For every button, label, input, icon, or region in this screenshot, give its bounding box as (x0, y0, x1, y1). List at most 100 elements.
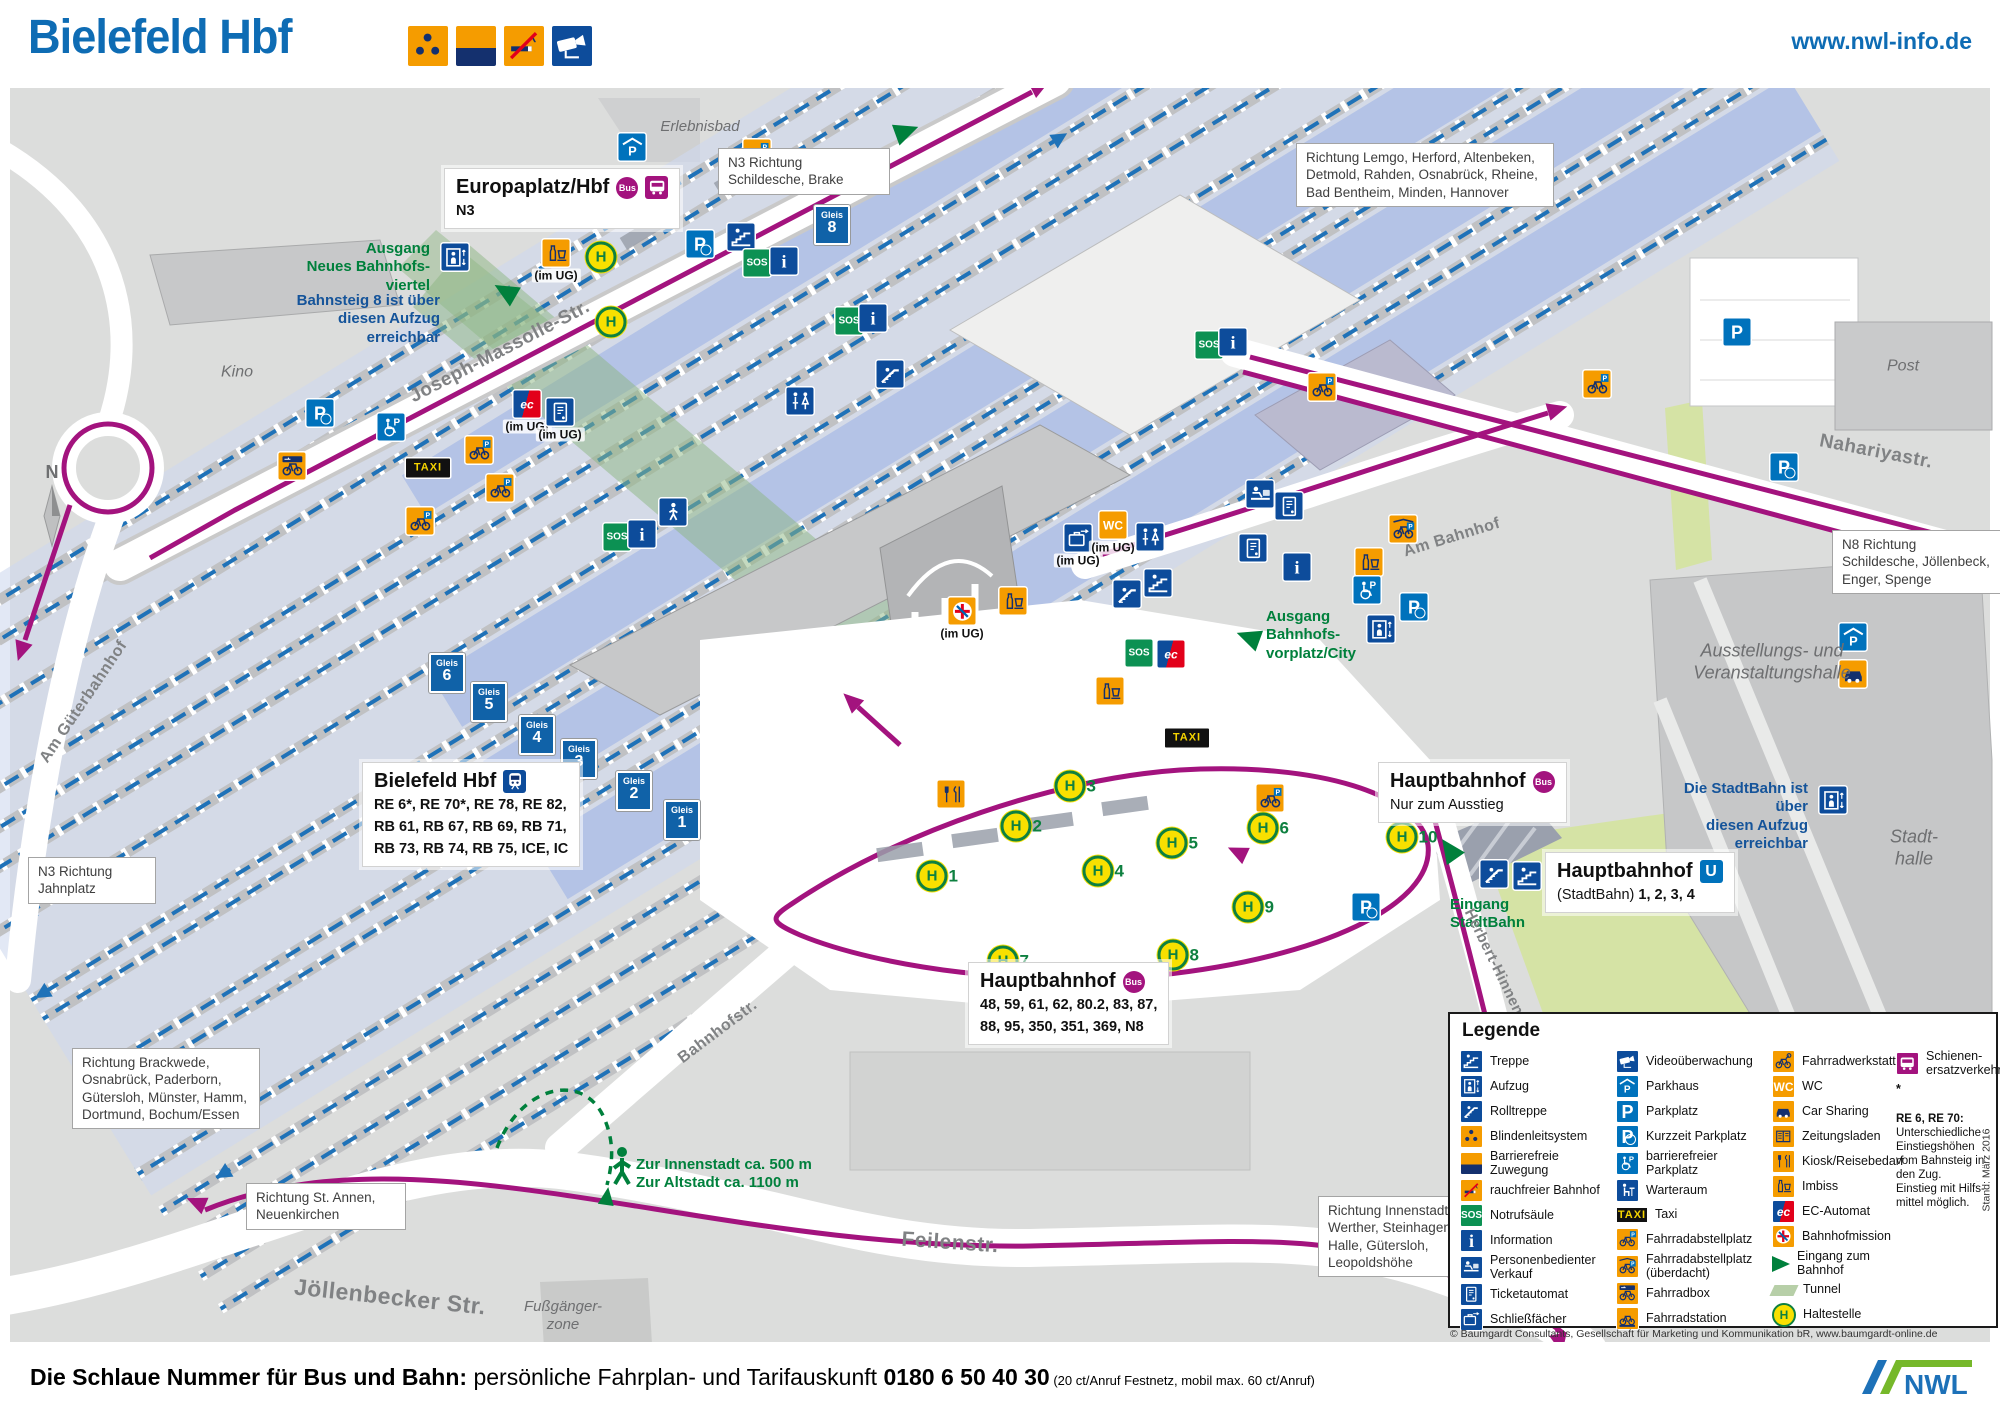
wc-o-icon: WC (1772, 1075, 1795, 1098)
svg-text:P: P (762, 144, 767, 151)
legend-row: ec EC-Automat (1772, 1200, 1896, 1223)
station-name: Hauptbahnhof (1390, 770, 1526, 792)
station-name: Hauptbahnhof (980, 970, 1116, 992)
legend-label: WC (1802, 1078, 1823, 1093)
elevator-note: Die StadtBahn ist über diesen Aufzug err… (1683, 780, 1808, 852)
bus-stop-badge: H (585, 241, 617, 273)
p-haus-icon: P (618, 133, 646, 161)
legend-row: rauchfreier Bahnhof (1460, 1179, 1612, 1202)
track-badge-word: Gleis (670, 805, 693, 815)
stadtbahn-u-badge: U (1699, 860, 1723, 883)
p-rolli-icon: P (1616, 1152, 1639, 1175)
place-label: Kino (220, 363, 254, 381)
place-label: Post (1886, 357, 1920, 375)
track-rail (0, 0, 2000, 1282)
legend-column-4: Schienen- ersatzverkehr * (1896, 1049, 2000, 1101)
street-label: Am Güterbahnhof (36, 637, 131, 766)
legend-row: H Haltestelle (1772, 1303, 1896, 1327)
legend-label: Aufzug (1490, 1078, 1529, 1093)
legend-row: Treppe (1460, 1050, 1612, 1073)
legend-row: P Parkhaus (1616, 1075, 1768, 1098)
roundabout-route (61, 421, 155, 515)
website-link[interactable]: www.nwl-info.de (1791, 28, 1972, 54)
legend-label: Haltestelle (1803, 1307, 1862, 1322)
legend-row: Aufzug (1460, 1075, 1612, 1098)
bus-badge: Bus (1532, 770, 1555, 793)
legend-column-1: Treppe Aufzug Rolltreppe Blindenleitsystem B… (1460, 1050, 1612, 1331)
track-badge-number: 1 (677, 814, 687, 831)
phone-number: 0180 6 50 40 30 (883, 1364, 1050, 1390)
bus-stop-number: 10 (1418, 827, 1438, 846)
legend-row: Schließfächer (1460, 1308, 1612, 1331)
bus-stop-number: 3 (1086, 776, 1096, 795)
svg-text:P: P (1275, 789, 1280, 796)
im-ug-label: (im UG) (1053, 553, 1103, 568)
track-arrow-ne (1049, 133, 1068, 149)
legend-label: Notrufsäule (1490, 1207, 1554, 1222)
legend-label: Treppe (1490, 1053, 1530, 1068)
legend-label: Fahrradstation (1646, 1310, 1727, 1325)
taxi-icon: TAXI (1165, 728, 1209, 748)
svg-text:P: P (1327, 378, 1332, 385)
legend-row: Blindenleitsystem (1460, 1125, 1612, 1148)
track-badge-word: Gleis (820, 210, 843, 220)
imbiss-icon (1096, 677, 1124, 705)
star-note-text: Unterschiedliche Einstiegshöhen vom Bahn… (1896, 1127, 1985, 1210)
legend-label: Warteraum (1646, 1182, 1708, 1197)
legend-label: Fahrradwerkstatt (1802, 1053, 1896, 1068)
barrier-icon (1460, 1152, 1483, 1175)
copyright: © Baumgardt Consultants, Gesellschaft fü… (1450, 1328, 1938, 1340)
bike-station-icon (1616, 1307, 1639, 1330)
kiosk-icon (1772, 1150, 1795, 1173)
info-icon: i (1219, 328, 1247, 356)
svg-text:P: P (1631, 1233, 1635, 1239)
track-badge-number: 2 (629, 785, 639, 802)
escalator-icon (1480, 860, 1508, 888)
station-box-subline: (StadtBahn) 1, 2, 3, 4 (1557, 886, 1723, 905)
post-building (1834, 321, 1993, 431)
legend-row: Imbiss (1772, 1175, 1896, 1198)
carshare-icon (1839, 660, 1867, 688)
entrance-note: Eingang StadtBahn (1450, 896, 1525, 932)
street-label: Jöllenbecker Str. (292, 1273, 488, 1320)
header-icon-row (408, 26, 592, 66)
entrance-arrow-icon (1232, 622, 1264, 652)
bus-route-arrow (1545, 403, 1568, 421)
legend-row: Warteraum (1616, 1179, 1768, 1202)
legend-row: Kiosk/Reisebedarf (1772, 1150, 1903, 1173)
legend-label: Eingang zum Bahnhof (1797, 1249, 1870, 1277)
station-box: Hauptbahnhof Bus Nur zum Ausstieg (1378, 762, 1567, 823)
legend-label: Parkhaus (1646, 1078, 1699, 1093)
elevator-note: Bahnsteig 8 ist über diesen Aufzug errei… (296, 292, 440, 346)
rail-replacement-icon (645, 176, 669, 199)
svg-text:P: P (1408, 523, 1413, 530)
imbiss-icon (1355, 548, 1383, 576)
legend-label: Blindenleitsystem (1490, 1128, 1588, 1143)
ec-icon: ec (im UG) (502, 390, 552, 434)
legend: Legende Treppe Aufzug Rolltreppe Blindenlei… (1448, 1012, 2000, 1331)
ec-icon: ec (1157, 640, 1185, 668)
imbiss-icon (999, 587, 1027, 615)
street-label: Nahariyastr. (1817, 430, 1935, 473)
stairs-icon (1513, 862, 1541, 890)
info-icon: i (770, 247, 798, 275)
svg-text:P: P (505, 479, 510, 486)
kiosk-icon (937, 780, 965, 808)
legend-column-3: Fahrradwerkstatt WC WC Car Sharing Zeitungsl… (1769, 1050, 1903, 1327)
bus-stop-icon: H (1772, 1303, 1796, 1327)
legend-label: Personenbedienter Verkauf (1490, 1253, 1596, 1281)
bus-stop-badge: H (595, 306, 627, 338)
legend-row: P Fahrradabstellplatz (überdacht) (1616, 1252, 1768, 1280)
wc-o-icon: WC (im UG) (1088, 511, 1138, 555)
person-icon (659, 498, 687, 526)
track-rail (0, 0, 2000, 1071)
info-icon: i (628, 520, 656, 548)
station-name: Bielefeld Hbf (374, 770, 497, 792)
bus-route-arrow (186, 1197, 209, 1215)
portal-arch (906, 559, 994, 598)
station-box-text: 48, 59, 61, 62, 80.2, 83, 87, (980, 997, 1158, 1013)
